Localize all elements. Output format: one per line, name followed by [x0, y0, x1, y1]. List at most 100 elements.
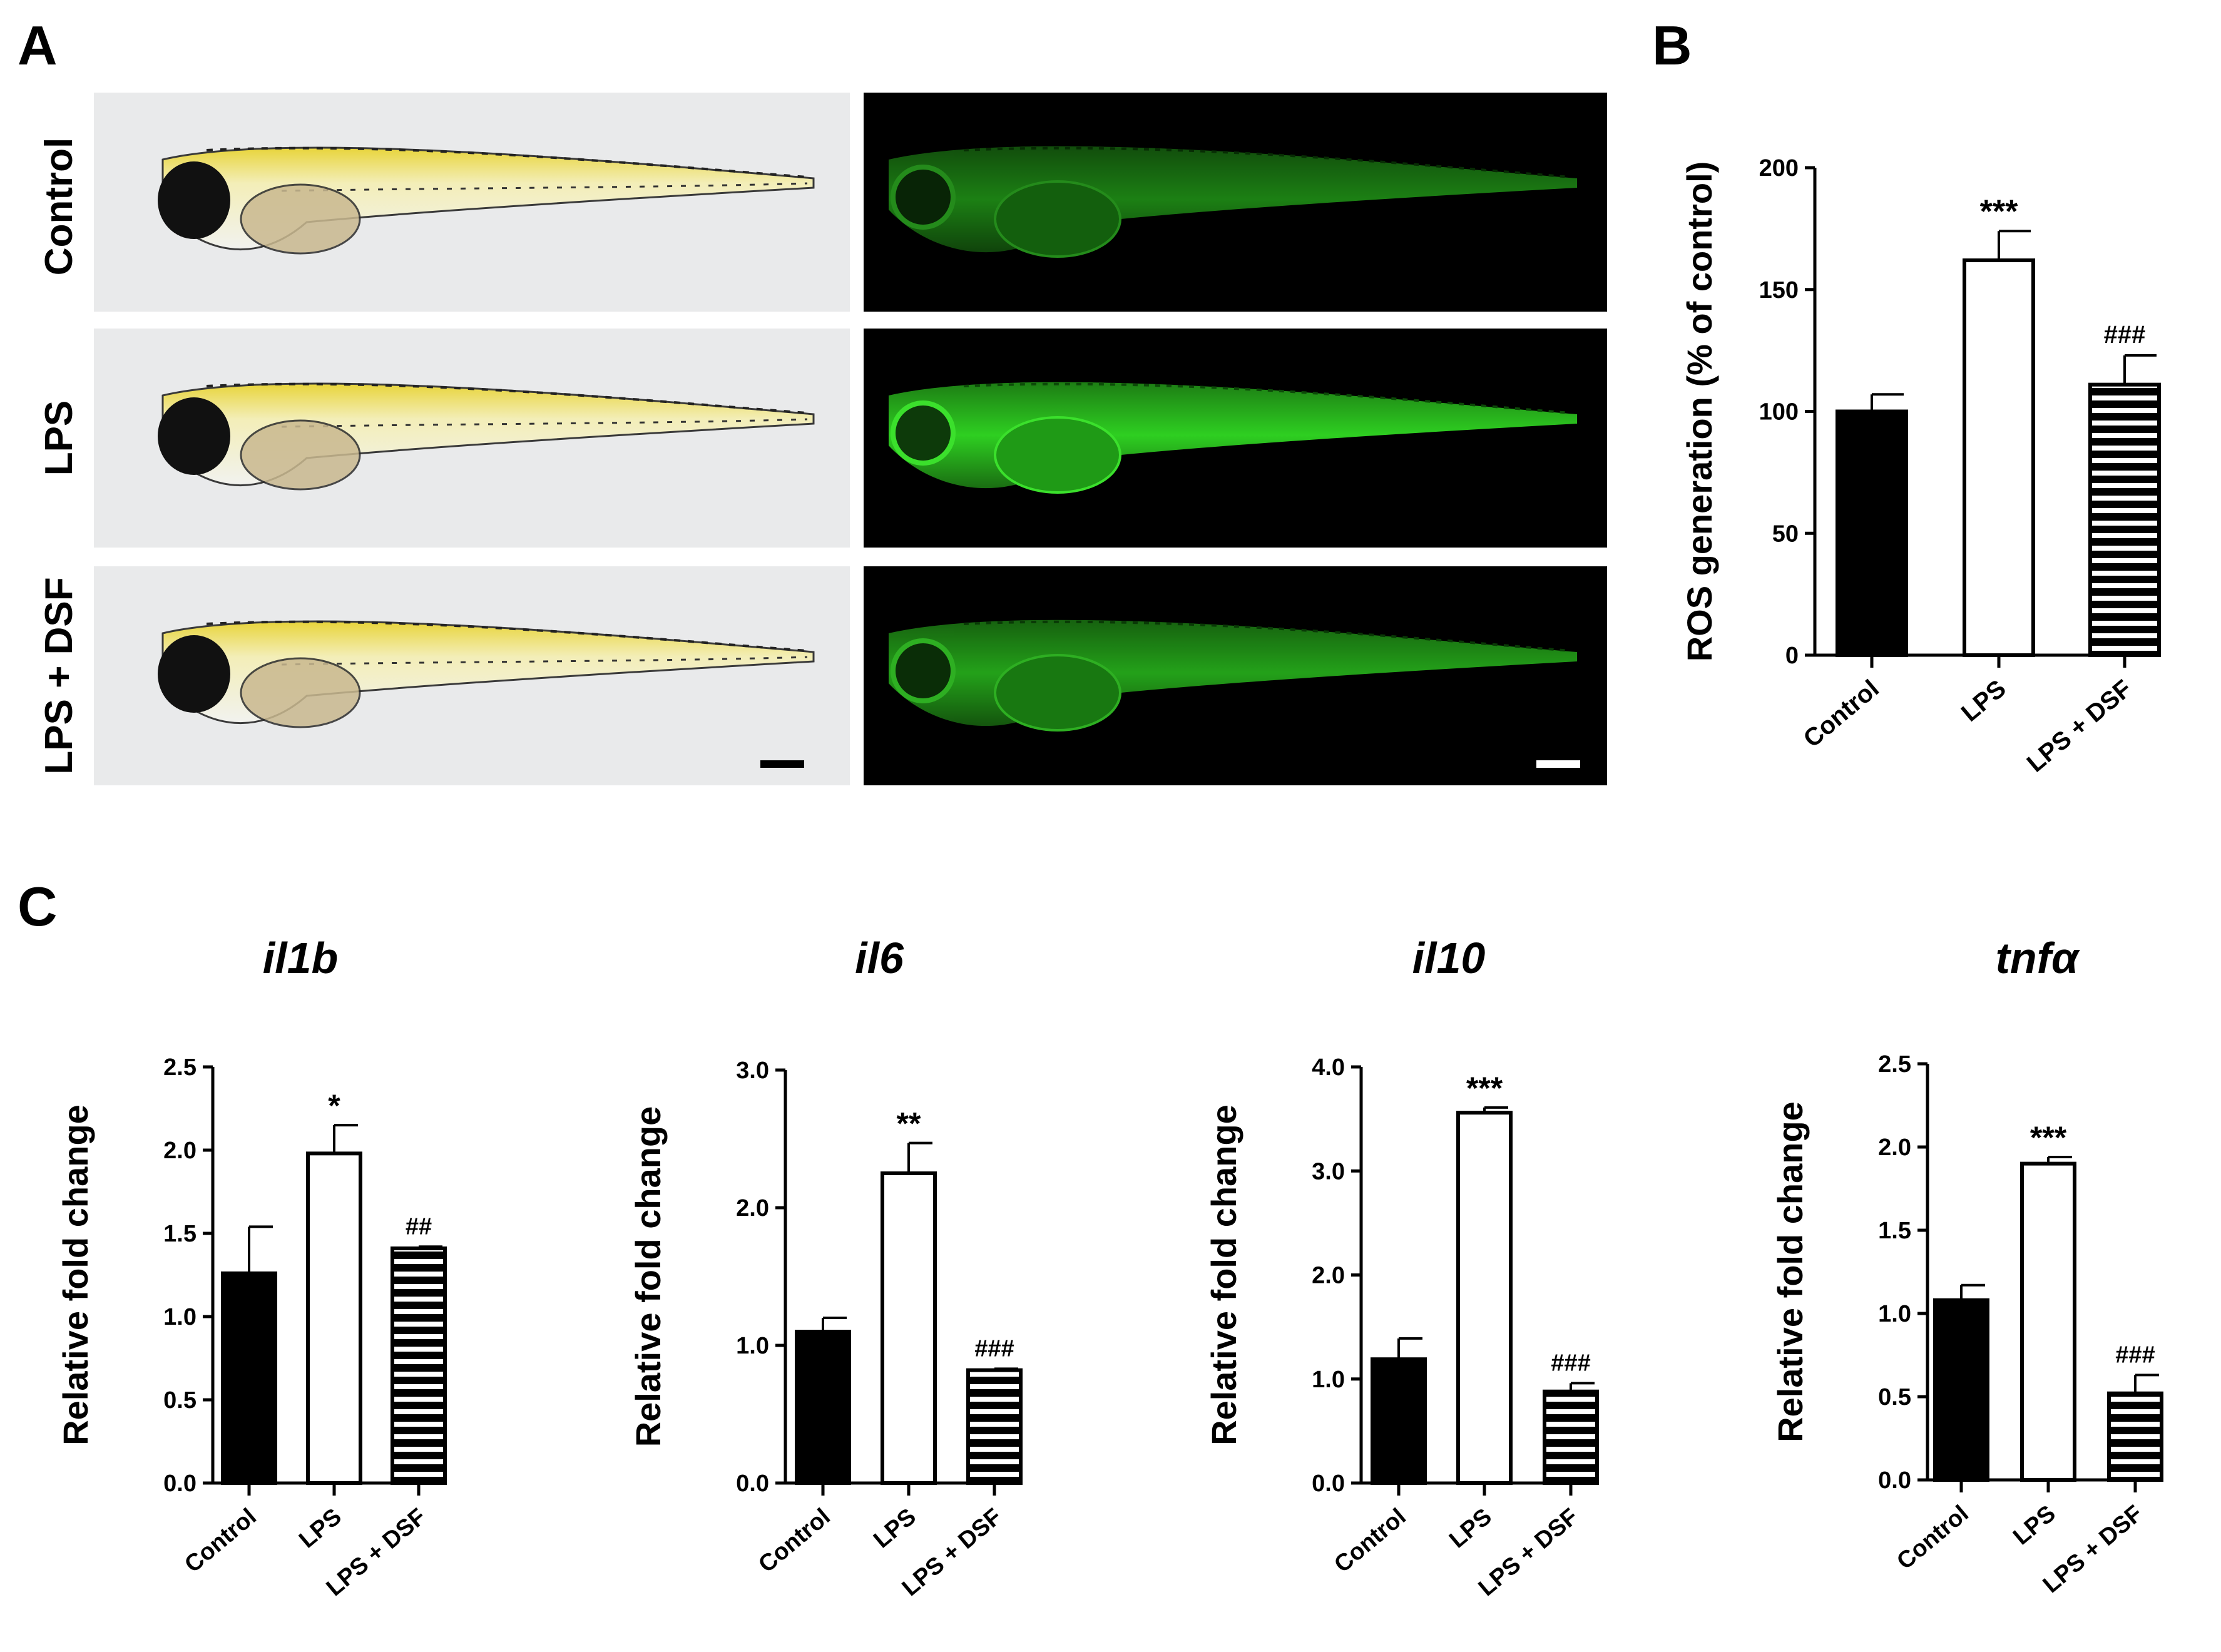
significance-label: ###	[2115, 1342, 2155, 1368]
bar-lps-dsf	[391, 1246, 447, 1485]
yolk-fluorescence	[994, 416, 1121, 494]
significance-label: ###	[1551, 1350, 1590, 1376]
significance-label: ##	[406, 1213, 432, 1240]
significance-label: *	[328, 1088, 340, 1123]
y-tick-label: 0.0	[1312, 1471, 1345, 1497]
brightfield-image-1	[94, 329, 850, 548]
y-tick-label: 2.0	[1878, 1134, 1911, 1161]
y-tick-label: 1.0	[1878, 1301, 1911, 1327]
chart-title: il6	[855, 934, 904, 982]
fluor-line	[963, 146, 1571, 178]
fluorescence-signal	[889, 146, 1577, 258]
y-tick-label: 150	[1759, 277, 1799, 303]
significance-label: **	[897, 1106, 921, 1141]
y-tick-label: 2.0	[1312, 1263, 1345, 1289]
y-tick-label: 100	[1759, 399, 1799, 426]
bar-lps	[1456, 1111, 1513, 1485]
significance-label: ###	[974, 1335, 1014, 1362]
pigment-line	[206, 146, 808, 178]
x-tick-label: Control	[180, 1504, 261, 1578]
y-tick-label: 2.5	[163, 1054, 197, 1081]
yolk	[240, 419, 361, 491]
x-tick-label: LPS	[1444, 1504, 1497, 1554]
brightfield-image-2	[94, 566, 850, 785]
y-tick-label: 1.0	[736, 1333, 769, 1359]
bar-lps	[2020, 1161, 2076, 1482]
yolk	[240, 183, 361, 255]
significance-label: ***	[2030, 1120, 2067, 1155]
eye-fluorescence	[891, 638, 956, 703]
fluorescence-signal	[889, 382, 1577, 494]
row-label-control: Control	[38, 138, 81, 275]
significance-label: ***	[1980, 193, 2018, 230]
fluorescence-image-0	[864, 93, 1607, 312]
bar-control	[1933, 1298, 1989, 1482]
x-tick-label: LPS	[2008, 1501, 2061, 1551]
notochord-line	[281, 418, 808, 428]
y-tick-label: 0.5	[163, 1387, 197, 1414]
y-tick-label: 2.5	[1878, 1051, 1911, 1078]
chart-title: il10	[1412, 934, 1486, 982]
bar-lps-dsf	[966, 1368, 1023, 1486]
bar-lps-dsf	[1543, 1389, 1599, 1485]
y-tick-label: 0.5	[1878, 1384, 1911, 1410]
scale-bar	[1536, 760, 1580, 768]
notochord-line	[281, 182, 808, 192]
panel-label-c: C	[18, 875, 58, 937]
significance-label: ***	[1466, 1071, 1503, 1106]
y-tick-label: 50	[1772, 521, 1799, 547]
x-tick-label: Control	[753, 1504, 835, 1578]
x-tick-label: LPS	[869, 1504, 921, 1554]
yolk-fluorescence	[994, 180, 1121, 258]
row-label-lps-dsf: LPS + DSF	[38, 577, 81, 774]
panel-a-micrographs	[94, 93, 1607, 785]
bar-lps-dsf	[2107, 1391, 2163, 1482]
fluorescence-image-1	[864, 329, 1607, 548]
chart-ros-generation: 0 50 100 150 200 ROS generation (% of control…	[1680, 155, 2161, 778]
eye-fluorescence	[891, 400, 956, 466]
chart-il6: il6 0.0 1.0 2.0 3.0 Relative fold change Contr…	[628, 934, 1023, 1601]
yolk-fluorescence	[994, 654, 1121, 732]
bar-lps	[881, 1171, 937, 1485]
y-tick-label: 1.0	[163, 1304, 197, 1330]
y-axis-label: Relative fold change	[628, 1106, 668, 1447]
panel-label-a: A	[18, 14, 58, 76]
bar-lps-dsf	[2088, 382, 2161, 658]
scale-bar	[760, 760, 804, 768]
y-tick-label: 3.0	[1312, 1158, 1345, 1185]
y-tick-label: 4.0	[1312, 1054, 1345, 1081]
y-tick-label: 3.0	[736, 1058, 769, 1084]
pigment-line	[206, 382, 808, 414]
bar-lps	[1963, 258, 2035, 657]
notochord-line	[281, 656, 808, 666]
pigment-line	[206, 620, 808, 652]
chart-tnf-: tnfα 0.0 0.5 1.0 1.5 2.0 2.5 Relative fold chan…	[1770, 934, 2163, 1598]
y-axis-label: Relative fold change	[56, 1104, 95, 1446]
y-tick-label: 0.0	[163, 1471, 197, 1497]
bar-control	[221, 1271, 277, 1485]
fluor-line	[963, 620, 1571, 652]
x-tick-label: LPS + DSF	[2022, 675, 2137, 777]
eye	[158, 635, 230, 713]
y-tick-label: 1.0	[1312, 1367, 1345, 1393]
eye	[158, 397, 230, 475]
y-axis-label: Relative fold change	[1770, 1101, 1810, 1442]
eye-fluorescence	[891, 165, 956, 230]
chart-il10: il10 0.0 1.0 2.0 3.0 4.0 Relative fold change C…	[1204, 934, 1599, 1601]
y-tick-label: 2.0	[163, 1138, 197, 1164]
panel-a-row-labels: Control LPS LPS + DSF	[38, 138, 81, 775]
y-tick-label: 2.0	[736, 1195, 769, 1221]
bar-control	[1836, 409, 1908, 657]
y-tick-label: 0.0	[736, 1471, 769, 1497]
significance-label: ###	[2104, 321, 2146, 349]
brightfield-image-0	[94, 93, 850, 312]
bar-lps	[306, 1151, 362, 1485]
yolk	[240, 657, 361, 728]
x-tick-label: Control	[1892, 1501, 1973, 1575]
y-tick-label: 0.0	[1878, 1467, 1911, 1494]
x-tick-label: LPS	[1956, 675, 2011, 727]
panel-label-b: B	[1652, 14, 1692, 76]
x-tick-label: LPS	[294, 1504, 347, 1554]
row-label-lps: LPS	[38, 400, 81, 476]
